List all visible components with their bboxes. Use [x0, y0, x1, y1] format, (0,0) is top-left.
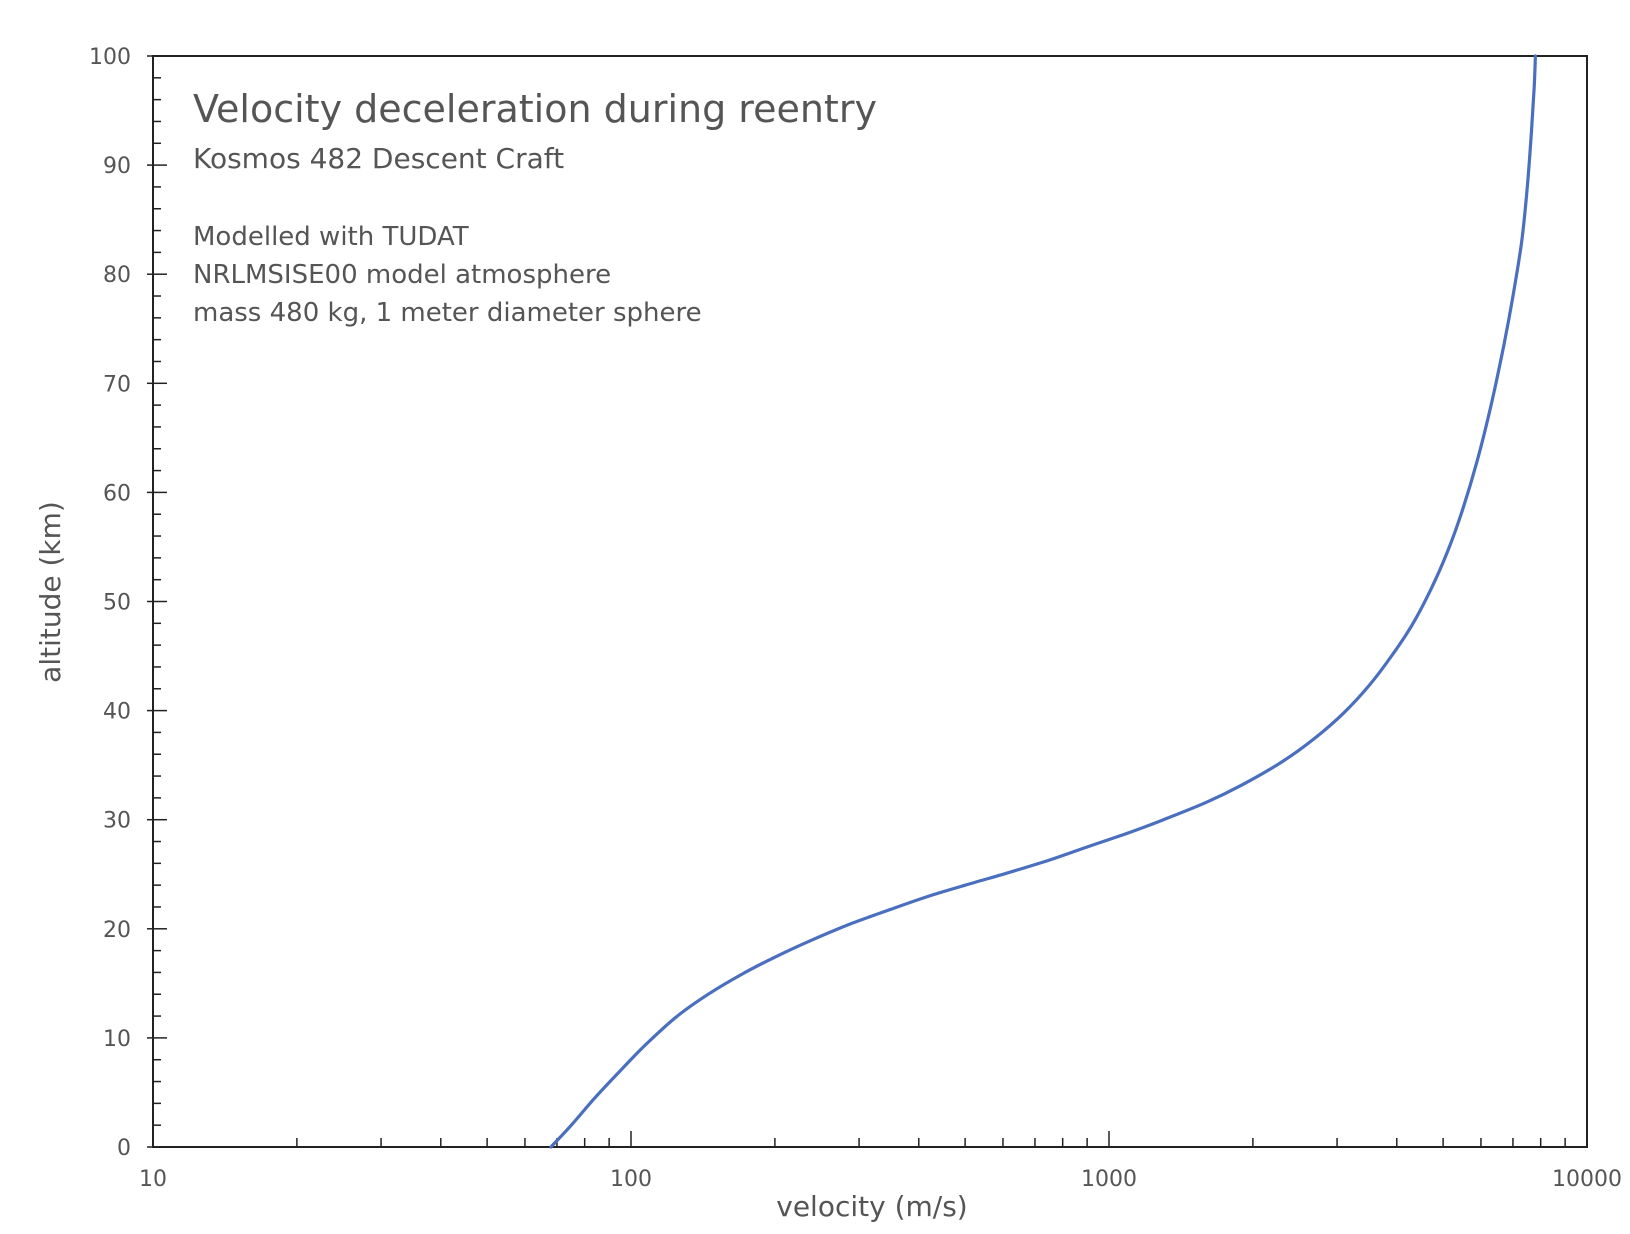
- x-tick-label: 100: [610, 1167, 652, 1192]
- y-tick-label: 70: [103, 372, 131, 397]
- chart-title: Velocity deceleration during reentry: [193, 87, 877, 131]
- x-tick-labels: 10 100 1000 10000: [139, 1167, 1622, 1192]
- annotation-line-2: NRLMSISE00 model atmosphere: [193, 260, 611, 290]
- y-tick-label: 90: [103, 154, 131, 179]
- y-tick-label: 40: [103, 700, 131, 725]
- y-tick-label: 100: [89, 45, 131, 70]
- y-tick-label: 10: [103, 1027, 131, 1052]
- x-tick-label: 1000: [1081, 1167, 1137, 1192]
- y-tick-label: 30: [103, 809, 131, 834]
- y-tick-label: 60: [103, 481, 131, 506]
- y-tick-label: 0: [117, 1136, 131, 1161]
- y-axis-label: altitude (km): [34, 501, 67, 683]
- axis-ticks: [147, 55, 1588, 1148]
- y-tick-label: 80: [103, 263, 131, 288]
- annotation-line-1: Modelled with TUDAT: [193, 222, 469, 252]
- y-tick-label: 20: [103, 918, 131, 943]
- x-axis-label: velocity (m/s): [776, 1190, 967, 1223]
- y-tick-label: 50: [103, 591, 131, 616]
- x-tick-label: 10: [139, 1167, 167, 1192]
- annotation-line-3: mass 480 kg, 1 meter diameter sphere: [193, 298, 702, 328]
- series-line-velocity: [549, 54, 1537, 1149]
- plot-area-frame: [152, 55, 1588, 1148]
- y-tick-labels: 0 10 20 30 40 50 60 70 80 90 100: [89, 45, 131, 1161]
- chart-subtitle: Kosmos 482 Descent Craft: [193, 142, 564, 175]
- x-tick-label: 10000: [1552, 1167, 1622, 1192]
